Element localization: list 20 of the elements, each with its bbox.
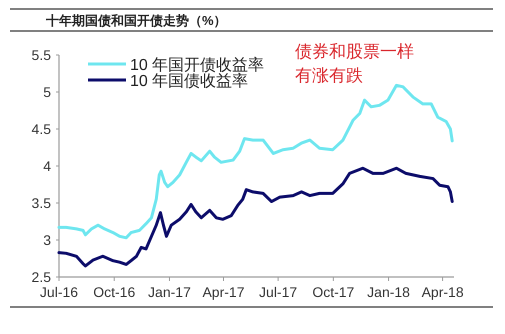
annotation: 债券和股票一样有涨有跌	[295, 42, 414, 85]
legend-label: 10 年国开债收益率	[130, 56, 264, 74]
y-tick-label: 2.5	[32, 269, 52, 285]
y-tick-label: 4.5	[32, 121, 52, 137]
x-tick-label: Jan-18	[367, 284, 410, 300]
x-tick-label: Jul-16	[40, 284, 78, 300]
x-tick-label: Apr-18	[422, 284, 464, 300]
y-tick-label: 3.5	[32, 195, 52, 211]
x-tick-label: Oct-16	[93, 284, 136, 300]
chart-title: 十年期国债和国开债走势（%）	[45, 13, 227, 28]
x-tick-label: Oct-17	[312, 284, 355, 300]
x-tick-label: Apr-17	[202, 284, 245, 300]
y-tick-label: 5.5	[32, 47, 52, 63]
y-tick-label: 3	[43, 232, 52, 248]
legend-label: 10 年国债收益率	[130, 72, 248, 90]
x-tick-label: Jan-17	[148, 284, 192, 300]
x-tick-label: Jul-17	[259, 284, 298, 300]
y-tick-label: 5	[43, 84, 52, 100]
line-series	[58, 166, 454, 268]
y-tick-label: 4	[43, 158, 52, 174]
